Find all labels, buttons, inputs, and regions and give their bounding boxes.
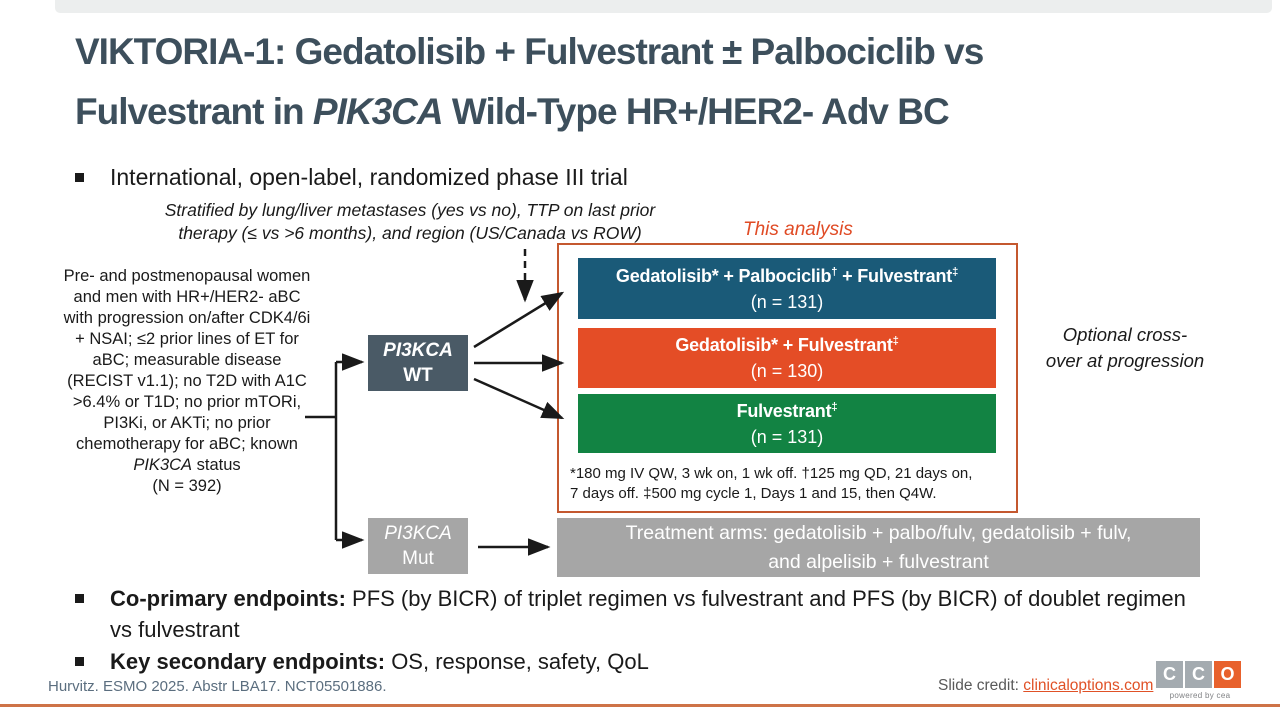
population-gene: PIK3CA — [133, 456, 193, 474]
dosing-footnote: *180 mg IV QW, 3 wk on, 1 wk off. †125 m… — [570, 464, 1020, 504]
arm-doublet-seg1: Gedatolisib* + Fulvestrant — [675, 335, 893, 355]
arm-doublet-n: (n = 130) — [750, 361, 824, 381]
cco-logo: C C O powered by cea — [1156, 661, 1244, 700]
arrow-wt-to-triplet — [473, 291, 565, 349]
slide-credit: Slide credit: clinicaloptions.com — [938, 677, 1153, 695]
cco-logo-letter-c2: C — [1185, 661, 1212, 688]
title-line2-post: Wild-Type HR+/HER2- Adv BC — [442, 91, 950, 132]
cco-logo-letter-c1: C — [1156, 661, 1183, 688]
mut-gene-label: PI3KCA — [384, 523, 452, 544]
title-line2-pre: Fulvestrant in — [75, 91, 313, 132]
reference-citation: Hurvitz. ESMO 2025. Abstr LBA17. NCT0550… — [48, 678, 387, 695]
crossover-note: Optional cross-over at progression — [1045, 324, 1205, 371]
mut-treatment-bar: Treatment arms: gedatolisib + palbo/fulv… — [557, 518, 1200, 577]
arm-triplet-sup2: ‡ — [952, 265, 959, 278]
arm-fulvestrant-title: Fulvestrant‡ — [578, 398, 996, 425]
arm-fulvestrant-n: (n = 131) — [750, 426, 824, 447]
secondary-endpoints-text: Key secondary endpoints: OS, response, s… — [110, 646, 649, 677]
arm-triplet-n: (n = 131) — [750, 291, 824, 312]
mut-label: Mut — [402, 548, 434, 569]
cco-logo-tagline: powered by cea — [1169, 691, 1231, 700]
wt-gene-label: PI3KCA — [383, 340, 453, 361]
stratification-note: Stratified by lung/liver metastases (yes… — [130, 199, 690, 245]
page-title: VIKTORIA-1: Gedatolisib + Fulvestrant ± … — [75, 22, 1215, 142]
arm-triplet-seg1: Gedatolisib* + Palbociclib — [615, 265, 832, 286]
arm-doublet-sup1: ‡ — [892, 335, 899, 347]
bullet-marker-icon — [75, 594, 84, 603]
endpoints-section: Co-primary endpoints: PFS (by BICR) of t… — [75, 583, 1205, 678]
dosing-footnote-line1: *180 mg IV QW, 3 wk on, 1 wk off. †125 m… — [570, 465, 973, 482]
coprimary-endpoints-rest: PFS (by BICR) of triplet regimen vs fulv… — [110, 586, 1186, 642]
mut-treatment-line2: and alpelisib + fulvestrant — [768, 550, 989, 573]
pi3kca-mut-box: PI3KCA Mut — [368, 518, 468, 574]
bullet-marker-icon — [75, 173, 84, 182]
arm-triplet-title: Gedatolisib* + Palbociclib† + Fulvestran… — [578, 263, 996, 290]
arm-triplet-box: Gedatolisib* + Palbociclib† + Fulvestran… — [578, 258, 996, 319]
arm-fulvestrant-sup1: ‡ — [831, 400, 838, 413]
stratification-line1: Stratified by lung/liver metastases (yes… — [164, 200, 656, 220]
arm-doublet-box: Gedatolisib* + Fulvestrant‡ (n = 130) — [578, 328, 996, 388]
arm-fulvestrant-box: Fulvestrant‡ (n = 131) — [578, 394, 996, 453]
arm-fulvestrant-seg1: Fulvestrant — [736, 400, 832, 421]
population-pre: Pre- and postmenopausal women and men wi… — [63, 267, 311, 453]
this-analysis-label: This analysis — [743, 219, 853, 240]
secondary-endpoints-lead: Key secondary endpoints: — [110, 649, 386, 674]
mut-treatment-line1: Treatment arms: gedatolisib + palbo/fulv… — [625, 521, 1132, 544]
title-gene: PIK3CA — [312, 91, 444, 132]
secondary-endpoints-bullet: Key secondary endpoints: OS, response, s… — [75, 646, 1205, 677]
cco-logo-letter-o: O — [1214, 661, 1241, 688]
top-accent-band — [55, 0, 1272, 13]
intro-bullet-text: International, open-label, randomized ph… — [110, 164, 628, 190]
arm-doublet-title: Gedatolisib* + Fulvestrant‡ — [578, 332, 996, 359]
slide-credit-label: Slide credit: — [938, 677, 1024, 694]
intro-bullet: International, open-label, randomized ph… — [75, 164, 975, 191]
population-text: Pre- and postmenopausal women and men wi… — [58, 266, 316, 476]
bottom-accent-bar — [0, 704, 1280, 707]
arrow-wt-to-fulvestrant — [473, 377, 565, 420]
stratification-line2: therapy (≤ vs >6 months), and region (US… — [178, 223, 642, 243]
title-line1: VIKTORIA-1: Gedatolisib + Fulvestrant ± … — [75, 31, 984, 72]
wt-label: WT — [403, 365, 433, 386]
cco-logo-tiles: C C O — [1156, 661, 1244, 688]
clinicaloptions-link[interactable]: clinicaloptions.com — [1023, 677, 1154, 694]
arm-triplet-seg2: + Fulvestrant — [837, 265, 953, 286]
population-n: (N = 392) — [152, 477, 222, 495]
coprimary-endpoints-lead: Co-primary endpoints: — [110, 586, 346, 611]
coprimary-endpoints-bullet: Co-primary endpoints: PFS (by BICR) of t… — [75, 583, 1205, 645]
bullet-marker-icon — [75, 657, 84, 666]
dosing-footnote-line2: 7 days off. ‡500 mg cycle 1, Days 1 and … — [570, 485, 937, 502]
arm-triplet-sup1: † — [831, 265, 838, 278]
population-description: Pre- and postmenopausal women and men wi… — [58, 266, 316, 497]
population-post: status — [192, 456, 241, 474]
secondary-endpoints-rest: OS, response, safety, QoL — [385, 649, 649, 674]
coprimary-endpoints-text: Co-primary endpoints: PFS (by BICR) of t… — [110, 583, 1205, 645]
pi3kca-wt-box: PI3KCA WT — [368, 335, 468, 391]
